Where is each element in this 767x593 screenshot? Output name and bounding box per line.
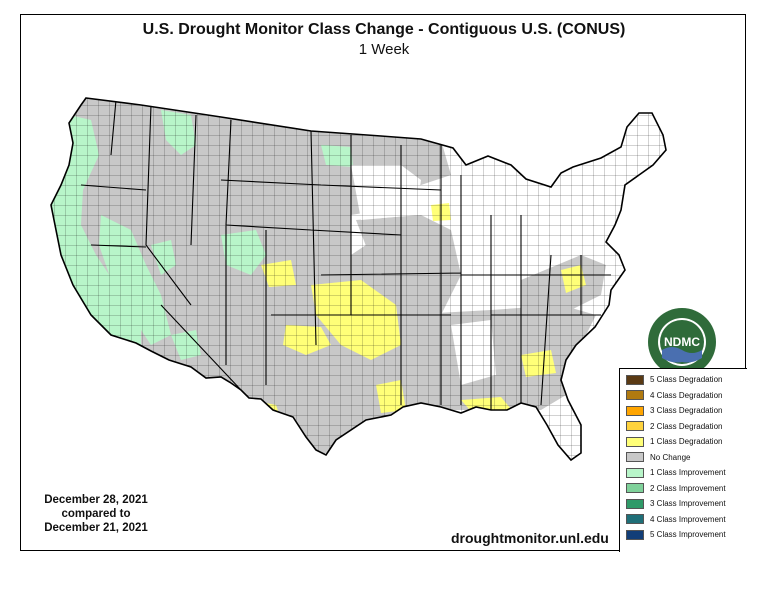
comparison-dates: December 28, 2021 compared to December 2… — [31, 493, 161, 535]
legend-swatch — [626, 452, 644, 463]
legend-item: 5 Class Improvement — [620, 527, 747, 543]
legend-item: 3 Class Degradation — [620, 403, 747, 419]
date-previous: December 21, 2021 — [44, 522, 148, 534]
legend-item: 3 Class Improvement — [620, 496, 747, 512]
legend-swatch — [626, 467, 644, 478]
legend-swatch — [626, 405, 644, 416]
legend-item: 2 Class Degradation — [620, 419, 747, 435]
legend-swatch — [626, 498, 644, 509]
legend-item: 5 Class Degradation — [620, 372, 747, 388]
legend-swatch — [626, 514, 644, 525]
legend-label: 2 Class Improvement — [650, 483, 726, 493]
legend-label: 2 Class Degradation — [650, 421, 723, 431]
legend-label: 5 Class Degradation — [650, 375, 723, 385]
legend-label: 4 Class Improvement — [650, 514, 726, 524]
legend-swatch — [626, 436, 644, 447]
legend-label: 5 Class Improvement — [650, 530, 726, 540]
map-subtitle: 1 Week — [358, 41, 410, 58]
legend-item: 1 Class Degradation — [620, 434, 747, 450]
legend-swatch — [626, 374, 644, 385]
legend: 5 Class Degradation 4 Class Degradation 3 … — [619, 368, 747, 552]
legend-item: 1 Class Improvement — [620, 465, 747, 481]
legend-label: 4 Class Degradation — [650, 390, 723, 400]
legend-swatch — [626, 390, 644, 401]
legend-swatch — [626, 483, 644, 494]
legend-swatch — [626, 529, 644, 540]
legend-item: 4 Class Degradation — [620, 388, 747, 404]
date-compared-label: compared to — [61, 508, 131, 520]
legend-label: No Change — [650, 452, 691, 462]
map-frame: U.S. Drought Monitor Class Change - Cont… — [20, 14, 747, 552]
legend-item: 2 Class Improvement — [620, 481, 747, 497]
state-boundaries — [80, 99, 611, 410]
date-current: December 28, 2021 — [44, 494, 148, 506]
ndmc-logo: NDMC — [648, 308, 716, 376]
map-title: U.S. Drought Monitor Class Change - Cont… — [142, 21, 626, 38]
legend-label: 3 Class Degradation — [650, 406, 723, 416]
legend-label: 1 Class Degradation — [650, 437, 723, 447]
legend-swatch — [626, 421, 644, 432]
conus-map — [50, 97, 667, 461]
source-url[interactable]: droughtmonitor.unl.edu — [451, 530, 609, 546]
legend-label: 1 Class Improvement — [650, 468, 726, 478]
legend-label: 3 Class Improvement — [650, 499, 726, 509]
legend-item: No Change — [620, 450, 747, 466]
legend-item: 4 Class Improvement — [620, 512, 747, 528]
logo-text: NDMC — [664, 335, 700, 349]
